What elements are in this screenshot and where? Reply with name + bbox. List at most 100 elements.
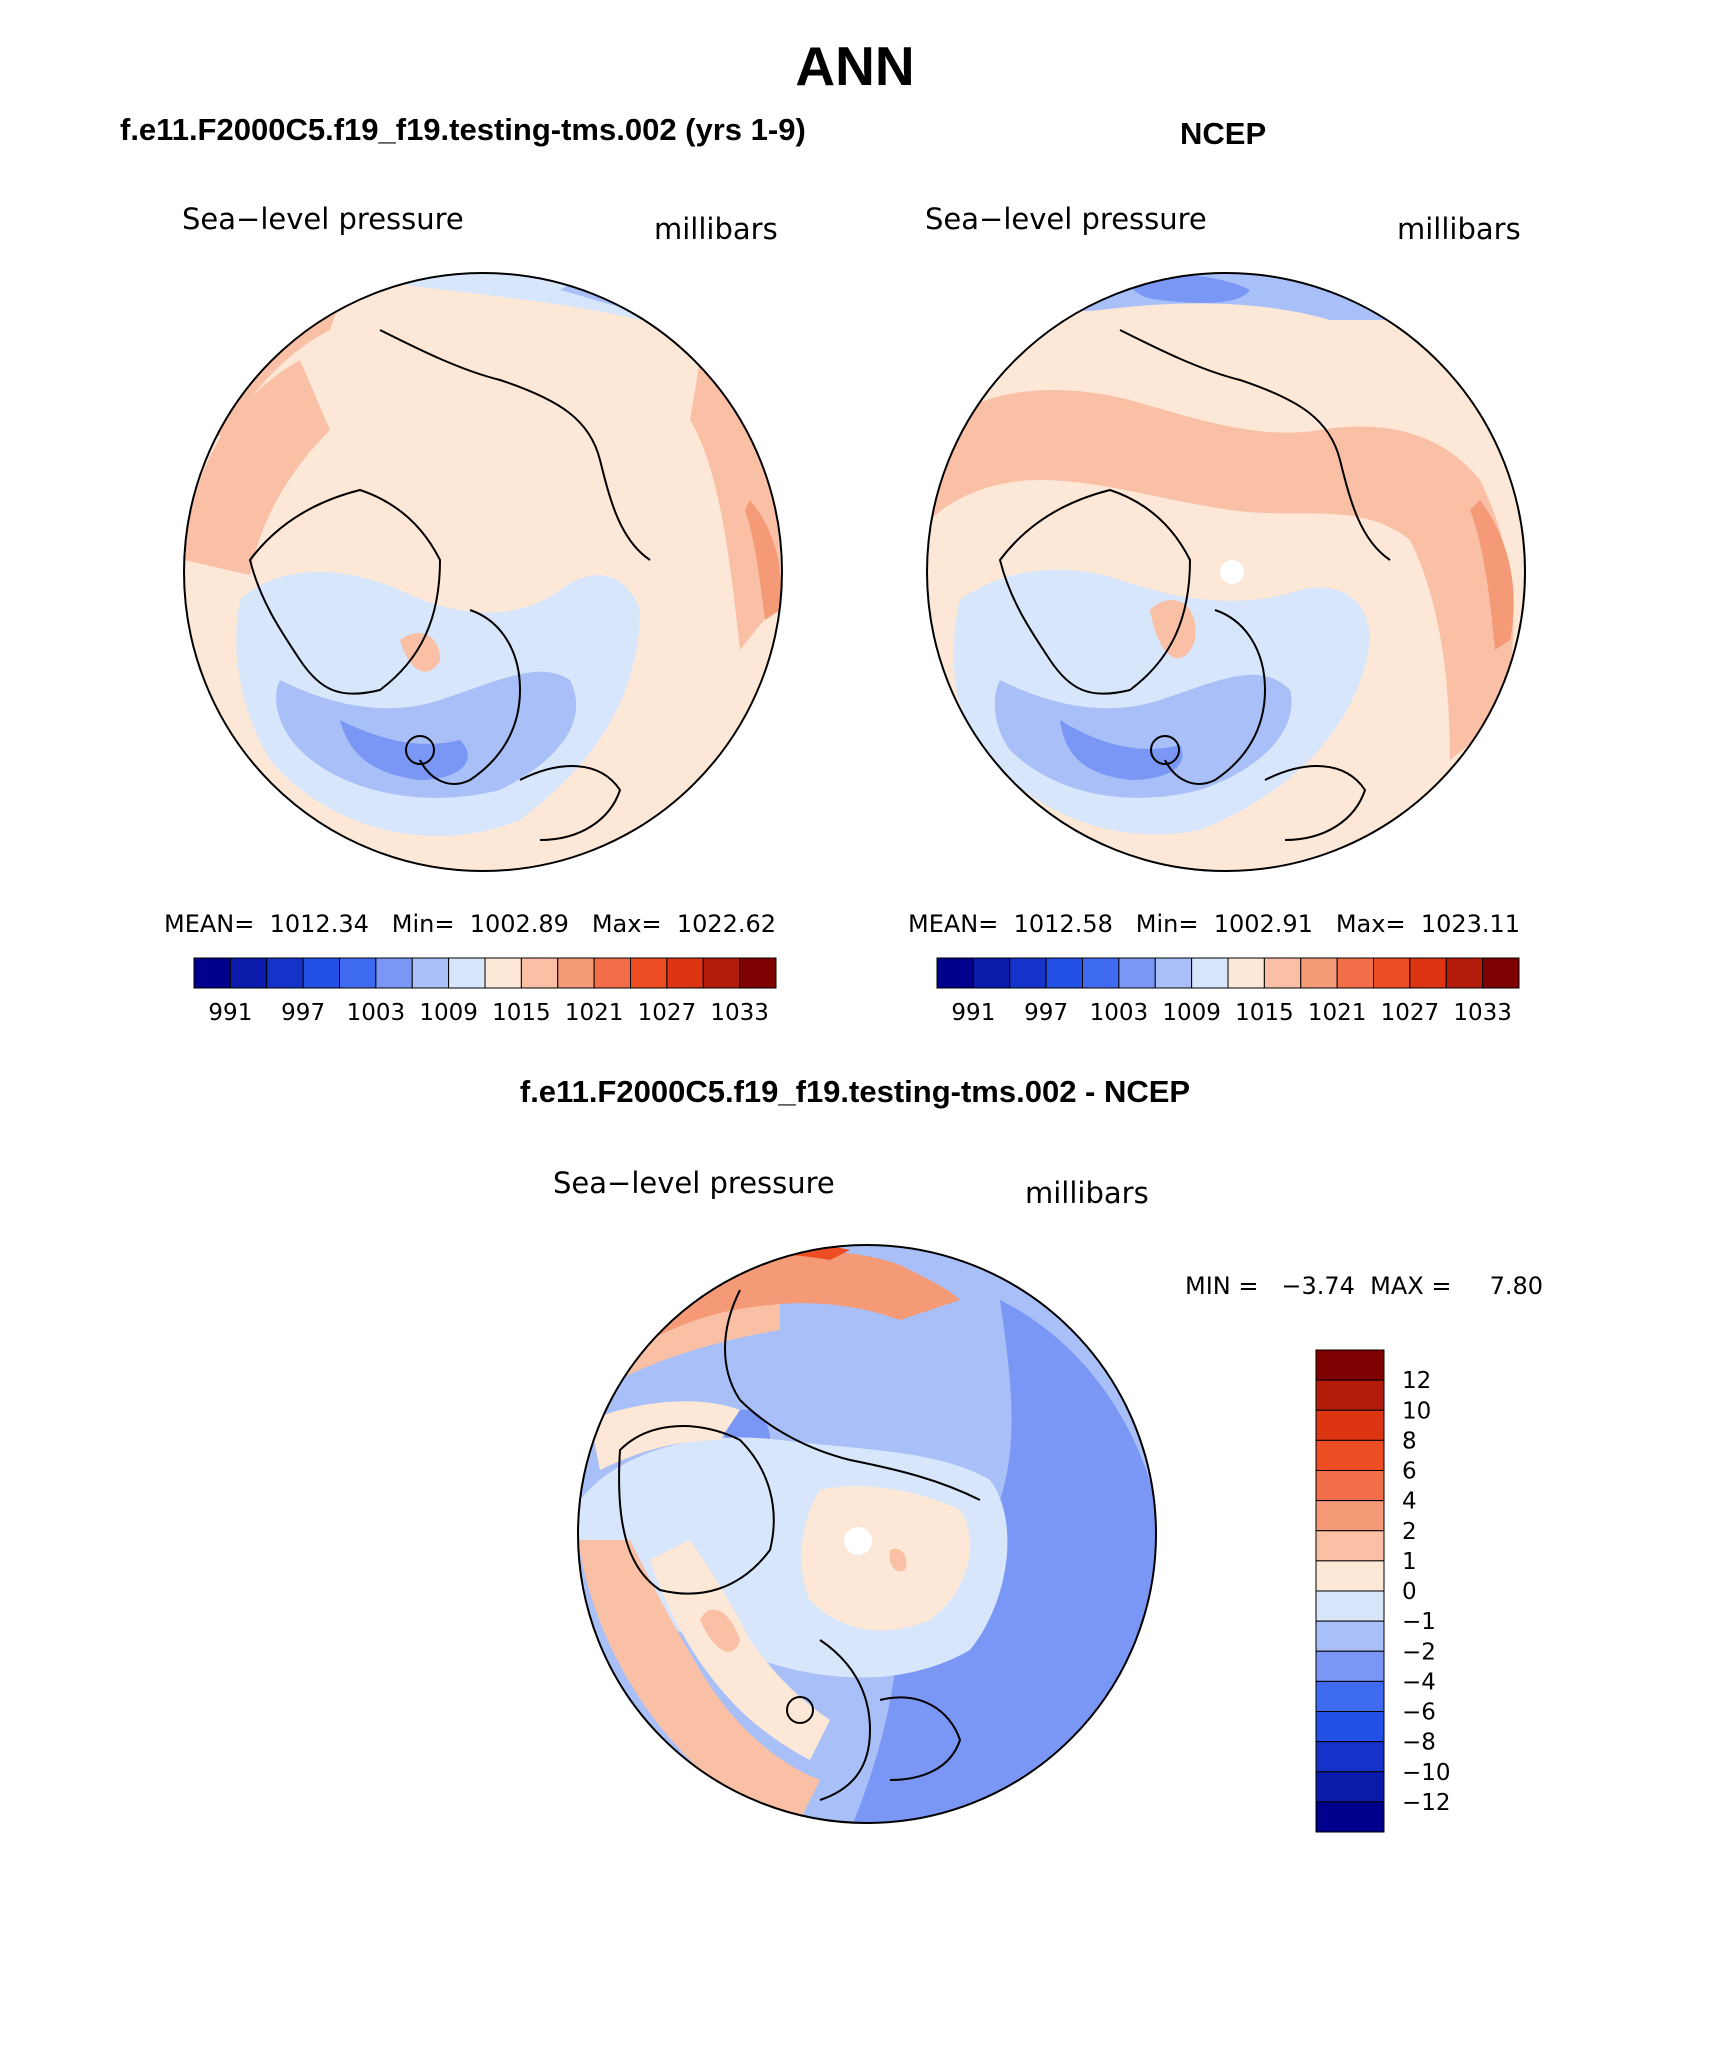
model-colorbar-swatch bbox=[229, 957, 268, 989]
page-title: ANN bbox=[795, 35, 915, 97]
diff-colorbar-swatch bbox=[1315, 1590, 1385, 1622]
obs-colorbar-swatch bbox=[1409, 957, 1447, 989]
diff-colorbar-tick-label: 4 bbox=[1402, 1489, 1417, 1515]
diff-stats: MIN = −3.74 MAX = 7.80 bbox=[1185, 1272, 1544, 1300]
diff-colorbar-swatch bbox=[1315, 1470, 1385, 1502]
model-stats: MEAN= 1012.34 Min= 1002.89 Max= 1022.62 bbox=[164, 910, 777, 938]
obs-colorbar-tick-label: 1009 bbox=[1162, 1000, 1221, 1026]
model-map-border bbox=[183, 272, 783, 872]
obs-colorbar-tick-label: 1003 bbox=[1090, 1000, 1149, 1026]
diff-colorbar-swatch bbox=[1315, 1439, 1385, 1471]
obs-colorbar: 991 997 1003 1009 1015 1021 1027 1033 bbox=[936, 957, 1520, 1026]
model-colorbar-swatch bbox=[630, 957, 668, 989]
diff-colorbar-swatch bbox=[1315, 1560, 1385, 1592]
diff-colorbar-tick-label: 6 bbox=[1402, 1459, 1417, 1485]
diff-map bbox=[578, 1245, 1156, 1823]
diff-colorbar-swatch bbox=[1315, 1801, 1385, 1833]
diff-map-border bbox=[577, 1244, 1157, 1824]
obs-map bbox=[927, 273, 1525, 871]
model-panel-header: f.e11.F2000C5.f19_f19.testing-tms.002 (y… bbox=[120, 112, 806, 147]
obs-colorbar-swatch bbox=[1045, 957, 1083, 989]
model-colorbar-tick-label: 1021 bbox=[565, 1000, 624, 1026]
obs-colorbar-tick-label: 997 bbox=[1024, 1000, 1068, 1026]
obs-colorbar-tick-label: 1021 bbox=[1308, 1000, 1367, 1026]
model-colorbar-swatch bbox=[411, 957, 450, 989]
obs-colorbar-swatch bbox=[1373, 957, 1411, 989]
model-colorbar-swatch bbox=[593, 957, 631, 989]
diff-colorbar-tick-label: 12 bbox=[1402, 1368, 1431, 1394]
model-colorbar-swatch bbox=[448, 957, 486, 989]
obs-colorbar-swatch bbox=[936, 957, 974, 989]
model-colorbar-tick-label: 1015 bbox=[492, 1000, 551, 1026]
model-colorbar-tick-label: 1033 bbox=[710, 1000, 769, 1026]
diff-colorbar-tick-label: 1 bbox=[1402, 1549, 1417, 1575]
diff-colorbar-tick-label: −1 bbox=[1402, 1609, 1436, 1635]
model-colorbar-swatch bbox=[339, 957, 377, 989]
diff-colorbar-swatch bbox=[1315, 1741, 1385, 1773]
diff-colorbar-swatch bbox=[1315, 1379, 1385, 1411]
model-colorbar-swatch bbox=[484, 957, 522, 989]
obs-colorbar-swatch bbox=[1227, 957, 1265, 989]
diff-colorbar-tick-label: −4 bbox=[1402, 1669, 1436, 1695]
obs-colorbar-swatch bbox=[1300, 957, 1338, 989]
model-colorbar-swatch bbox=[557, 957, 595, 989]
diff-colorbar-swatch bbox=[1315, 1349, 1385, 1381]
diff-colorbar-tick-label: −6 bbox=[1402, 1700, 1436, 1726]
obs-field-label: Sea−level pressure bbox=[925, 202, 1207, 236]
model-colorbar: 991 997 1003 1009 1015 1021 1027 1033 bbox=[193, 957, 777, 1026]
diff-colorbar-tick-label: −8 bbox=[1402, 1730, 1436, 1756]
model-colorbar-swatch bbox=[739, 957, 777, 989]
model-colorbar-swatch bbox=[520, 957, 559, 989]
obs-colorbar-tick-label: 1033 bbox=[1453, 1000, 1512, 1026]
model-colorbar-tick-label: 1027 bbox=[638, 1000, 697, 1026]
obs-stats: MEAN= 1012.58 Min= 1002.91 Max= 1023.11 bbox=[908, 910, 1521, 938]
model-colorbar-swatch bbox=[302, 957, 340, 989]
model-colorbar-tick-label: 1009 bbox=[419, 1000, 478, 1026]
diff-colorbar-swatch bbox=[1315, 1530, 1385, 1562]
diff-colorbar-tick-label: 2 bbox=[1402, 1519, 1417, 1545]
obs-colorbar-swatch bbox=[1009, 957, 1047, 989]
model-colorbar-tick-label: 991 bbox=[208, 1000, 252, 1026]
obs-colorbar-swatch bbox=[1445, 957, 1484, 989]
diff-panel-header: f.e11.F2000C5.f19_f19.testing-tms.002 - … bbox=[519, 1074, 1191, 1109]
diff-field-label: Sea−level pressure bbox=[553, 1166, 835, 1200]
obs-colorbar-tick-label: 1015 bbox=[1235, 1000, 1294, 1026]
diff-colorbar-tick-label: −2 bbox=[1402, 1639, 1436, 1665]
obs-panel-header: NCEP bbox=[1180, 116, 1267, 151]
model-colorbar-swatch bbox=[193, 957, 231, 989]
obs-colorbar-swatch bbox=[1118, 957, 1156, 989]
obs-colorbar-tick-label: 1027 bbox=[1381, 1000, 1440, 1026]
diff-colorbar-tick-label: 10 bbox=[1402, 1398, 1431, 1424]
diff-units-label: millibars bbox=[1025, 1176, 1149, 1210]
coastlines bbox=[249, 329, 1391, 1801]
diff-colorbar-swatch bbox=[1315, 1620, 1385, 1652]
model-map bbox=[184, 273, 782, 871]
obs-colorbar-tick-label: 991 bbox=[951, 1000, 995, 1026]
obs-colorbar-swatch bbox=[1263, 957, 1302, 989]
model-colorbar-swatch bbox=[666, 957, 704, 989]
diff-colorbar-swatch bbox=[1315, 1771, 1385, 1803]
diff-colorbar-tick-label: −12 bbox=[1402, 1790, 1451, 1816]
obs-units-label: millibars bbox=[1397, 212, 1521, 246]
diff-colorbar-tick-label: 0 bbox=[1402, 1579, 1417, 1605]
model-colorbar-swatch bbox=[375, 957, 413, 989]
obs-colorbar-swatch bbox=[1191, 957, 1229, 989]
obs-colorbar-swatch bbox=[972, 957, 1011, 989]
obs-colorbar-swatch bbox=[1154, 957, 1193, 989]
model-units-label: millibars bbox=[654, 212, 778, 246]
model-colorbar-swatch bbox=[266, 957, 304, 989]
model-field-label: Sea−level pressure bbox=[182, 202, 464, 236]
obs-map-border bbox=[926, 272, 1526, 872]
model-colorbar-tick-label: 997 bbox=[281, 1000, 325, 1026]
diff-colorbar-tick-label: 8 bbox=[1402, 1428, 1417, 1454]
obs-colorbar-swatch bbox=[1482, 957, 1520, 989]
diff-colorbar-swatch bbox=[1315, 1409, 1385, 1441]
obs-colorbar-swatch bbox=[1336, 957, 1374, 989]
diff-colorbar-swatch bbox=[1315, 1650, 1385, 1682]
model-colorbar-tick-label: 1003 bbox=[347, 1000, 406, 1026]
diff-colorbar-swatch bbox=[1315, 1680, 1385, 1712]
diff-colorbar-tick-label: −10 bbox=[1402, 1760, 1451, 1786]
model-colorbar-swatch bbox=[702, 957, 741, 989]
